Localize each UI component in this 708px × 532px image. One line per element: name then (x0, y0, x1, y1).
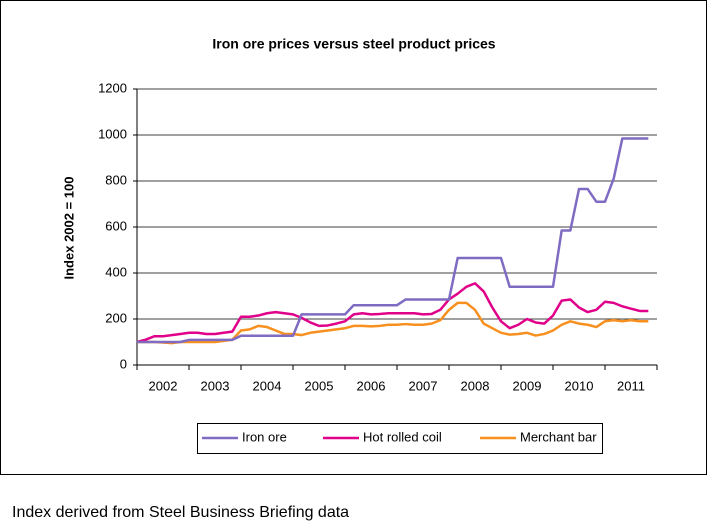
x-tick-label: 2008 (461, 378, 490, 393)
x-tick-label: 2002 (149, 378, 178, 393)
chart-border (0, 0, 707, 475)
x-tick-label: 2003 (201, 378, 230, 393)
x-tick-label: 2006 (357, 378, 386, 393)
y-tick-label: 1200 (98, 80, 127, 95)
series-line (137, 137, 649, 344)
x-tick-label: 2004 (253, 378, 282, 393)
x-tick-label: 2007 (409, 378, 438, 393)
chart-title: Iron ore prices versus steel product pri… (212, 36, 495, 52)
y-tick-label: 600 (105, 218, 127, 233)
y-tick-label: 800 (105, 172, 127, 187)
y-tick-label: 0 (120, 356, 127, 371)
legend-label: Hot rolled coil (363, 429, 442, 444)
legend-label: Merchant bar (520, 429, 597, 444)
x-tick-label: 2010 (565, 378, 594, 393)
series-line (136, 282, 649, 344)
y-tick-label: 400 (105, 264, 127, 279)
y-tick-label: 1000 (98, 126, 127, 141)
x-tick-label: 2009 (513, 378, 542, 393)
y-axis-label: Index 2002 = 100 (61, 177, 76, 280)
y-tick-label: 200 (105, 310, 127, 325)
legend-label: Iron ore (242, 429, 287, 444)
x-tick-label: 2005 (305, 378, 334, 393)
legend-box (197, 423, 603, 454)
note: Index derived from Steel Business Briefi… (12, 504, 349, 521)
x-tick-label: 2011 (617, 378, 645, 393)
